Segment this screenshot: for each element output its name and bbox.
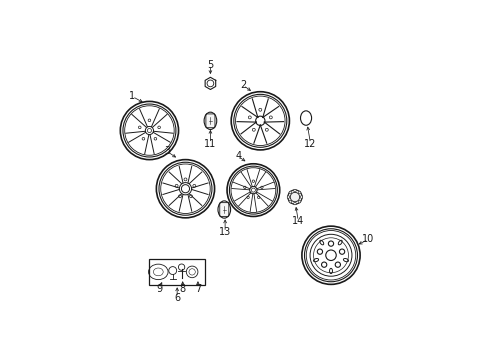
Text: 12: 12 xyxy=(304,139,316,149)
Circle shape xyxy=(288,200,291,203)
Text: 11: 11 xyxy=(204,139,216,149)
Circle shape xyxy=(300,196,302,198)
Text: 9: 9 xyxy=(156,284,162,293)
Ellipse shape xyxy=(218,201,230,218)
Text: 13: 13 xyxy=(219,227,231,237)
Text: 14: 14 xyxy=(291,216,304,226)
Text: 6: 6 xyxy=(174,293,180,303)
Text: 1: 1 xyxy=(129,91,135,102)
Text: 5: 5 xyxy=(207,60,213,70)
Circle shape xyxy=(293,189,296,192)
Circle shape xyxy=(293,202,296,205)
Text: 7: 7 xyxy=(194,284,201,293)
Circle shape xyxy=(288,191,291,194)
Text: 2: 2 xyxy=(240,80,246,90)
Circle shape xyxy=(298,200,300,203)
Bar xyxy=(149,259,204,285)
Circle shape xyxy=(287,190,302,204)
Text: 10: 10 xyxy=(362,234,374,244)
Text: 4: 4 xyxy=(235,151,241,161)
Ellipse shape xyxy=(203,112,216,130)
Text: 8: 8 xyxy=(179,284,185,293)
Circle shape xyxy=(298,191,300,194)
Text: 3: 3 xyxy=(163,146,170,156)
Circle shape xyxy=(286,196,289,198)
